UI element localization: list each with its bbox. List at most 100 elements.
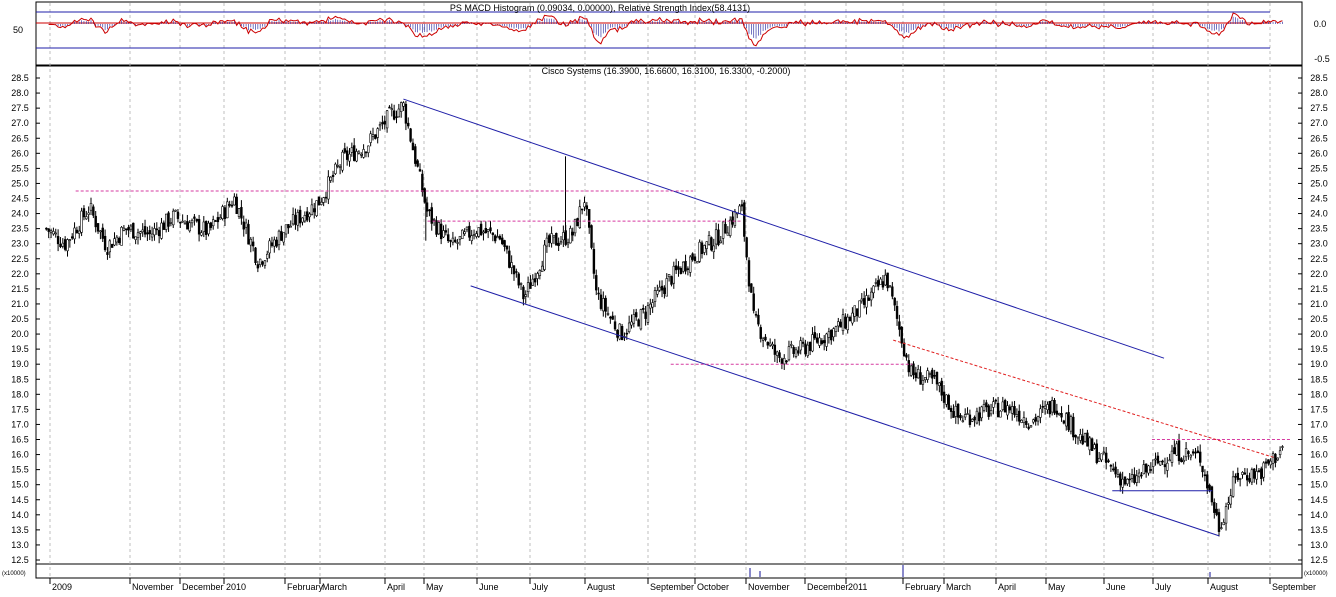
candle-body (287, 224, 290, 229)
candle-body (766, 341, 769, 346)
candle-body (1274, 453, 1277, 463)
candle-body (66, 239, 69, 252)
candle-body (947, 395, 950, 410)
candle-body (719, 240, 722, 244)
candle-body (595, 275, 598, 291)
candle-body (157, 230, 161, 237)
candle-body (862, 298, 866, 305)
candle-body (689, 256, 692, 273)
candle-body (442, 230, 445, 238)
y-tick-label: 26.0 (11, 148, 29, 158)
candle-body (155, 228, 158, 231)
candle-body (80, 210, 83, 233)
candle-body (110, 244, 114, 248)
candle-body (179, 221, 182, 224)
candle-body (562, 232, 565, 241)
candle-body (642, 308, 645, 310)
candle-body (815, 337, 819, 343)
candle-body (987, 405, 990, 417)
candle-body (825, 333, 828, 347)
candle-body (136, 232, 140, 239)
rsi-line (48, 12, 1283, 47)
candle-body (799, 340, 802, 351)
candle-body (329, 176, 332, 181)
candle-body (294, 215, 297, 225)
candle-body (841, 314, 845, 332)
y-tick-label: 16.0 (1310, 450, 1328, 460)
candle-body (486, 229, 490, 232)
y-tick-label: 22.5 (1310, 254, 1328, 264)
candle-body (924, 377, 927, 381)
candle-body (449, 240, 452, 242)
candle-body (956, 403, 960, 418)
candle-body (721, 221, 725, 239)
candle-body (303, 215, 307, 222)
y-tick-label: 15.0 (1310, 480, 1328, 490)
y-tick-label: 18.0 (1310, 389, 1328, 399)
candle-body (1043, 405, 1047, 409)
candle-body (540, 265, 544, 272)
y-tick-label: 25.5 (1310, 163, 1328, 173)
candle-body (705, 241, 708, 249)
candle-body (235, 196, 238, 214)
y-tick-label: 24.0 (11, 209, 29, 219)
candle-body (797, 350, 800, 354)
candle-body (334, 163, 337, 174)
candle-body (117, 237, 121, 243)
candle-body (1034, 417, 1037, 422)
y-tick-label: 23.5 (11, 224, 29, 234)
candle-body (1189, 454, 1192, 458)
candle-body (1229, 495, 1232, 505)
y-axis-left: 12.5 13.0 13.5 14.0 14.5 15.0 15.5 16.0 16.5 17.0… (11, 73, 40, 565)
candle-body (388, 106, 391, 109)
y-tick-label: 16.5 (11, 435, 29, 445)
candle-body (446, 234, 450, 242)
candle-body (585, 205, 589, 210)
macd-zero-tick: 0.0 (1314, 19, 1327, 29)
rsi-50-tick: 50 (13, 25, 23, 35)
x-tick-label: November (748, 582, 790, 592)
candle-body (211, 219, 215, 227)
candle-body (893, 297, 896, 306)
candle-body (587, 209, 591, 228)
candle-body (916, 369, 920, 379)
candle-body (348, 153, 351, 162)
indicator-title: PS MACD Histogram (0.09034, 0.00000), Re… (450, 3, 750, 13)
candle-body (1102, 451, 1106, 454)
y-tick-label: 27.5 (11, 103, 29, 113)
y-tick-label: 28.0 (11, 88, 29, 98)
candle-body (884, 274, 887, 286)
y-tick-label: 18.0 (11, 389, 29, 399)
candle-body (942, 391, 946, 403)
candle-body (113, 238, 116, 246)
y-tick-label: 28.5 (11, 73, 29, 83)
candle-body (479, 223, 483, 236)
candle-body (411, 142, 415, 151)
y-tick-label: 20.0 (1310, 329, 1328, 339)
candle-body (663, 287, 666, 294)
candle-body (70, 236, 74, 239)
candle-body (270, 242, 274, 246)
candle-body (1159, 460, 1162, 466)
candle-body (745, 237, 748, 258)
y-tick-label: 18.5 (1310, 374, 1328, 384)
candle-body (505, 245, 509, 250)
candle-body (674, 265, 678, 271)
candle-body (874, 282, 878, 284)
y-tick-label: 15.5 (11, 465, 29, 475)
candle-body (183, 222, 187, 225)
candle-body (1036, 416, 1040, 422)
candle-body (244, 222, 248, 228)
candle-body (783, 358, 786, 365)
candle-body (164, 213, 168, 230)
candle-body (660, 285, 664, 291)
candle-body (1001, 401, 1004, 410)
candle-body (686, 268, 690, 270)
candle-body (1149, 469, 1153, 471)
candle-body (454, 239, 457, 243)
candle-body (371, 134, 375, 137)
candle-body (921, 380, 925, 385)
y-tick-label: 15.5 (1310, 465, 1328, 475)
y-tick-label: 26.5 (11, 133, 29, 143)
candle-body (982, 404, 986, 411)
